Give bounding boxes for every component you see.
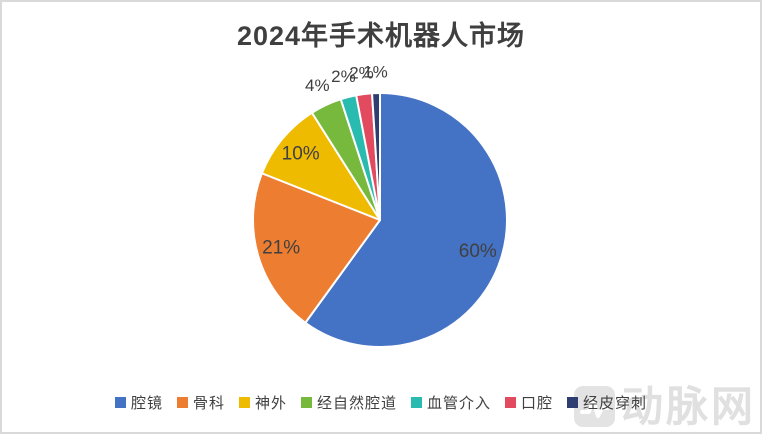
pie-slice-2 xyxy=(260,111,381,221)
slice-label-0: 60% xyxy=(459,241,497,262)
legend-swatch-icon xyxy=(300,397,312,408)
slice-label-3: 4% xyxy=(305,76,330,95)
slice-label-2: 10% xyxy=(282,143,320,164)
slice-label-5: 2% xyxy=(349,63,374,82)
legend-label: 腔镜 xyxy=(130,395,163,412)
slice-label-1: 21% xyxy=(262,238,300,259)
legend-item-0: 腔镜 xyxy=(114,392,163,413)
slice-label-4: 2% xyxy=(331,67,356,86)
legend-item-2: 神外 xyxy=(238,392,287,413)
slice-label-6: 1% xyxy=(363,62,388,81)
legend-swatch-icon xyxy=(411,397,422,408)
legend-label: 经自然腔道 xyxy=(316,395,397,412)
legend-item-6: 经皮穿刺 xyxy=(567,392,647,413)
legend-item-3: 经自然腔道 xyxy=(300,392,397,413)
legend-label: 骨科 xyxy=(192,395,225,412)
legend-swatch-icon xyxy=(567,397,579,408)
pie-slice-0 xyxy=(304,92,508,348)
legend-label: 经皮穿刺 xyxy=(583,395,648,412)
legend-swatch-icon xyxy=(114,397,126,408)
legend: 腔镜 骨科 神外 经自然腔道 血管介入 口腔 经皮穿刺 xyxy=(2,392,760,413)
legend-item-4: 血管介入 xyxy=(411,392,491,413)
legend-swatch-icon xyxy=(176,397,188,408)
pie-slice-6 xyxy=(371,91,381,221)
legend-item-5: 口腔 xyxy=(505,392,553,413)
legend-item-1: 骨科 xyxy=(176,392,225,413)
chart-title: 2024年手术机器人市场 xyxy=(236,21,526,51)
legend-label: 血管介入 xyxy=(427,395,492,412)
legend-label: 口腔 xyxy=(521,395,554,412)
pie-slice-1 xyxy=(252,172,381,324)
legend-label: 神外 xyxy=(254,395,287,412)
legend-swatch-icon xyxy=(238,397,250,408)
legend-swatch-icon xyxy=(505,397,517,408)
